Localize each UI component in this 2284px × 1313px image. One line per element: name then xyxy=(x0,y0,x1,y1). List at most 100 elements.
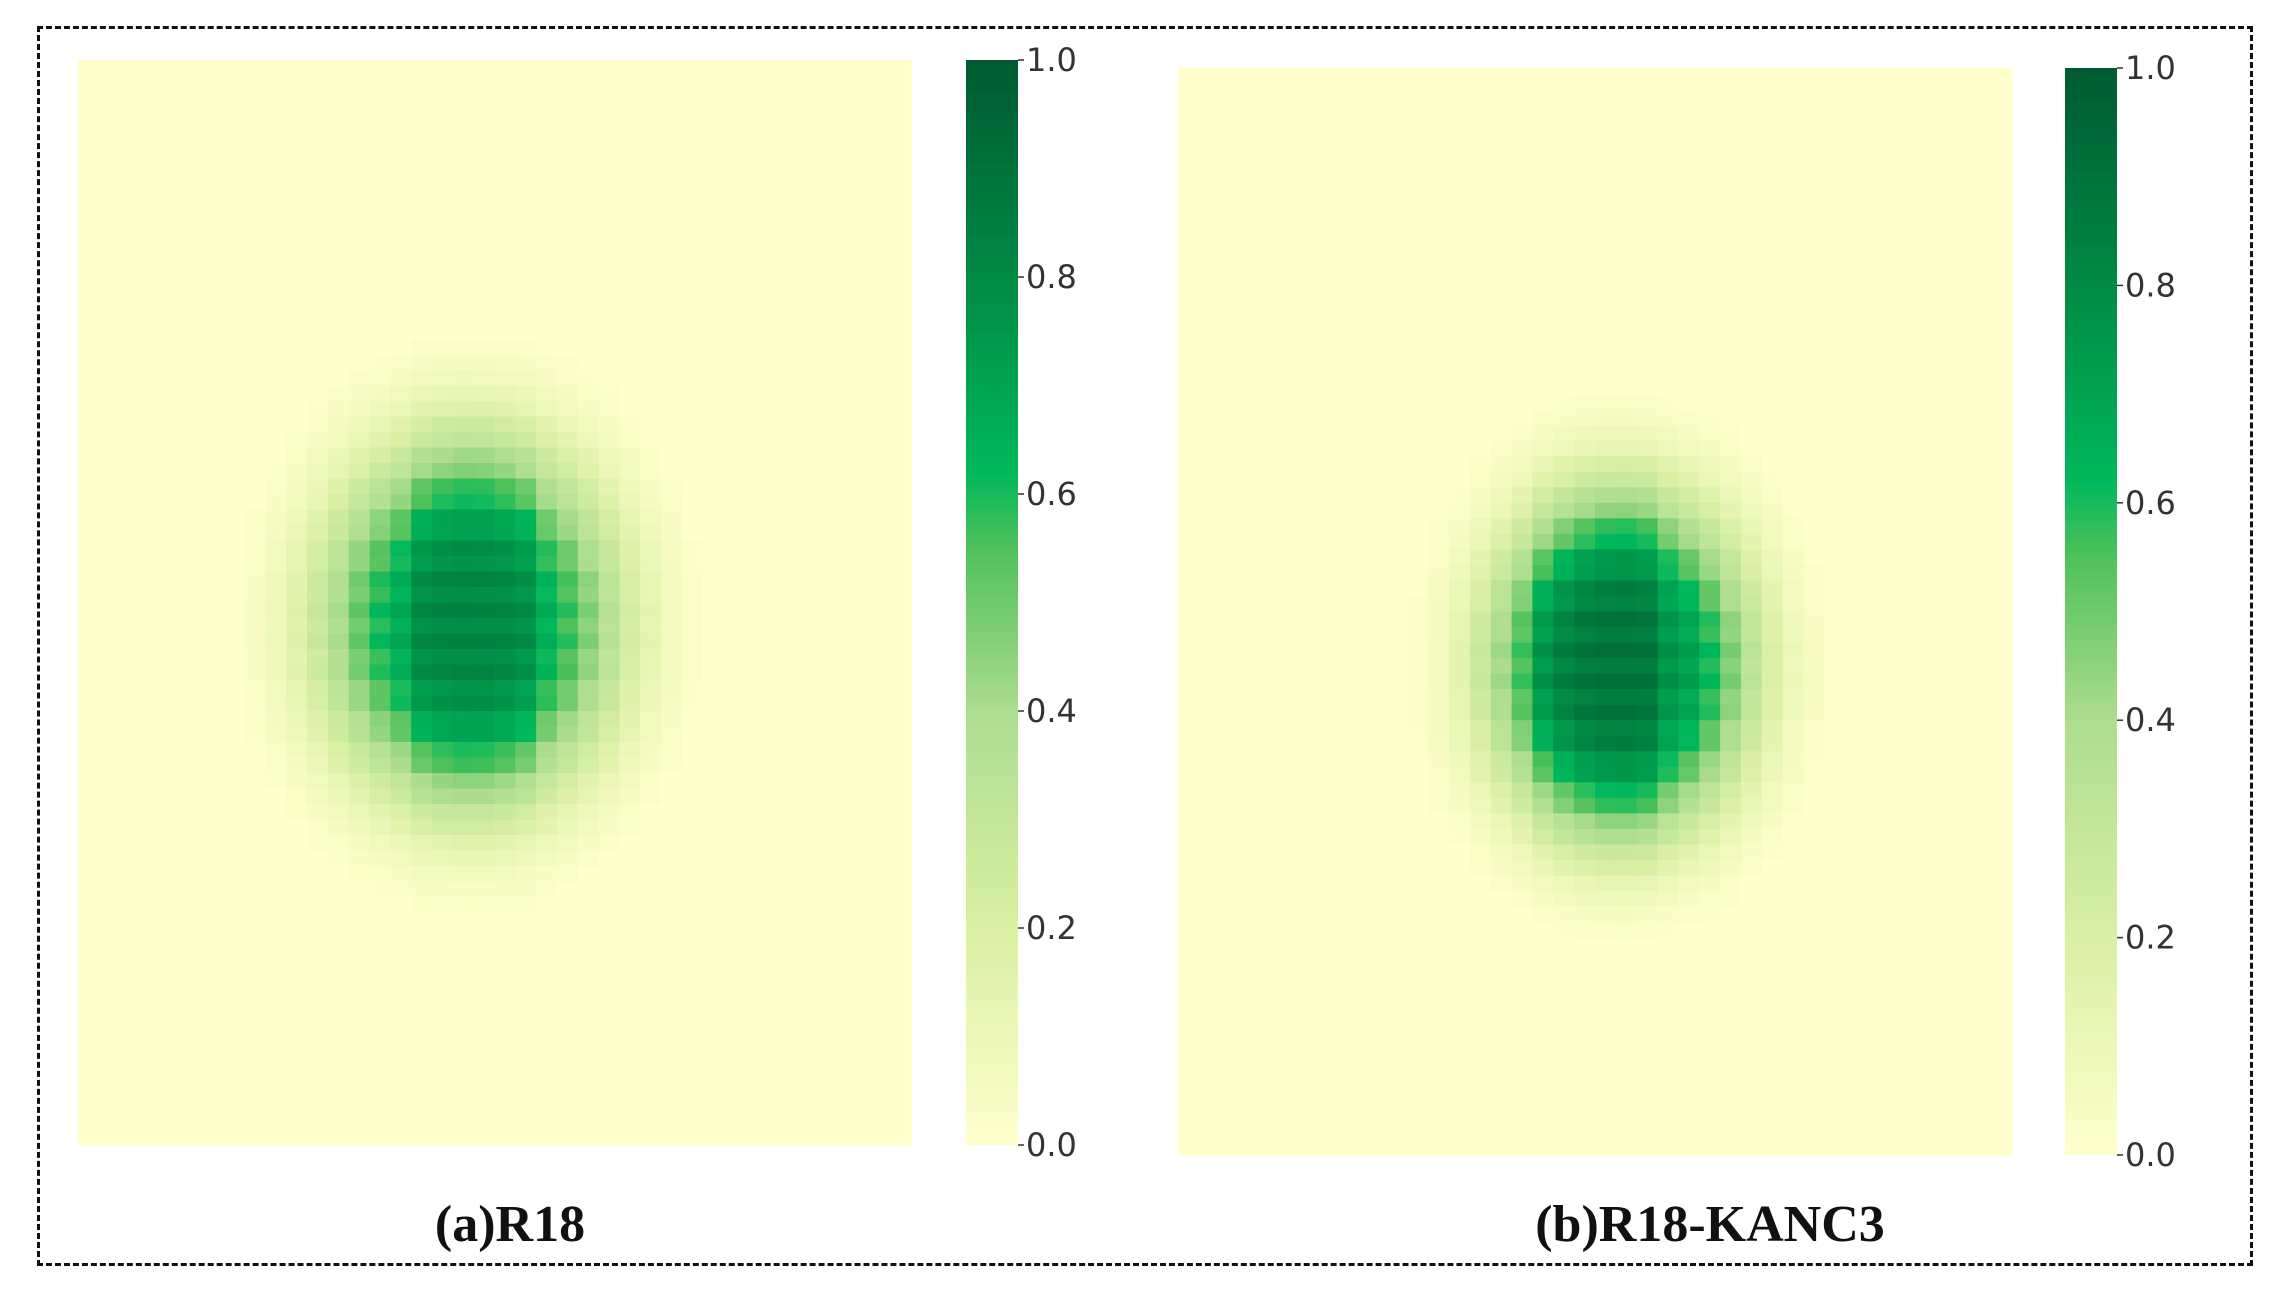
heatmap-cell xyxy=(598,695,621,712)
heatmap-cell xyxy=(890,974,912,991)
heatmap-cell xyxy=(1949,580,1971,597)
heatmap-cell xyxy=(681,556,704,573)
heatmap-cell xyxy=(848,1129,870,1146)
heatmap-cell xyxy=(119,959,142,976)
heatmap-cell xyxy=(577,881,600,898)
heatmap-cell xyxy=(702,354,725,371)
heatmap-cell xyxy=(1490,859,1513,877)
heatmap-cell xyxy=(182,835,204,852)
heatmap-cell xyxy=(411,1098,433,1115)
heatmap-cell xyxy=(182,308,204,325)
heatmap-cell xyxy=(369,587,391,604)
heatmap-cell xyxy=(1449,627,1471,644)
heatmap-cell xyxy=(848,354,870,371)
heatmap-cell xyxy=(556,897,579,914)
heatmap-cell xyxy=(1970,394,1992,411)
heatmap-cell xyxy=(348,1114,371,1131)
heatmap-cell xyxy=(1323,813,1346,830)
heatmap-cell xyxy=(1511,782,1534,799)
heatmap-cell xyxy=(390,416,412,433)
heatmap-cell xyxy=(1949,331,1971,349)
heatmap-cell xyxy=(556,649,579,666)
heatmap-cell xyxy=(577,525,600,542)
heatmap-cell xyxy=(348,168,371,185)
heatmap-cell xyxy=(1323,347,1346,364)
heatmap-cell xyxy=(1490,797,1513,814)
heatmap-cell xyxy=(1428,580,1450,597)
heatmap-cell xyxy=(1511,627,1534,644)
heatmap-cell xyxy=(432,943,454,960)
heatmap-cell xyxy=(1970,518,1992,535)
heatmap-cell xyxy=(1782,161,1805,178)
heatmap-cell xyxy=(1219,99,1242,116)
heatmap-cell xyxy=(1511,161,1534,178)
heatmap-cell xyxy=(827,184,850,201)
heatmap-cell xyxy=(265,1114,287,1131)
heatmap-cell xyxy=(140,525,162,542)
heatmap-cell xyxy=(1678,471,1700,488)
heatmap-cell xyxy=(390,928,412,945)
heatmap-cell xyxy=(869,432,891,449)
heatmap-cell xyxy=(1407,471,1429,488)
heatmap-cell xyxy=(702,680,725,697)
heatmap-cell xyxy=(307,633,329,650)
heatmap-cell xyxy=(1657,269,1679,286)
heatmap-cell xyxy=(1761,99,1784,116)
heatmap-cell xyxy=(369,277,391,294)
heatmap-cell xyxy=(286,370,308,387)
heatmap-cell xyxy=(536,261,558,278)
heatmap-cell xyxy=(1886,766,1909,783)
heatmap-cell xyxy=(786,75,808,92)
heatmap-cell xyxy=(1657,502,1679,519)
heatmap-cell xyxy=(98,1098,121,1115)
heatmap-cell xyxy=(223,401,246,418)
heatmap-cell xyxy=(1615,502,1638,519)
heatmap-cell xyxy=(411,60,433,77)
heatmap-cell xyxy=(1949,487,1971,504)
heatmap-cell xyxy=(286,680,308,697)
heatmap-cell xyxy=(1866,813,1888,830)
heatmap-cell xyxy=(265,943,287,960)
heatmap-cell xyxy=(806,974,829,991)
heatmap-cell xyxy=(556,215,579,232)
heatmap-cell xyxy=(1782,828,1805,846)
heatmap-cell xyxy=(744,1052,766,1069)
heatmap-cell xyxy=(1449,409,1471,426)
heatmap-cell xyxy=(1720,720,1742,737)
heatmap-cell xyxy=(1219,363,1242,380)
heatmap-cell xyxy=(536,153,558,170)
heatmap-cell xyxy=(1949,564,1971,582)
heatmap-cell xyxy=(1699,487,1721,504)
heatmap-cell xyxy=(1574,378,1596,395)
heatmap-cell xyxy=(140,602,162,619)
heatmap-cell xyxy=(473,571,496,588)
heatmap-cell xyxy=(473,1036,496,1053)
heatmap-cell xyxy=(286,246,308,263)
heatmap-cell xyxy=(307,447,329,464)
heatmap-cell xyxy=(765,416,787,433)
heatmap-cell xyxy=(98,215,121,232)
heatmap-cell xyxy=(1178,797,1200,814)
heatmap-cell xyxy=(1803,207,1825,224)
heatmap-cell xyxy=(307,153,329,170)
heatmap-cell xyxy=(1845,766,1867,783)
heatmap-cell xyxy=(619,695,641,712)
heatmap-cell xyxy=(182,91,204,108)
heatmap-cell xyxy=(223,447,246,464)
heatmap-cell xyxy=(161,990,183,1007)
heatmap-cell xyxy=(1178,394,1200,411)
heatmap-cell xyxy=(494,912,516,929)
heatmap-cell xyxy=(432,75,454,92)
heatmap-cell xyxy=(1553,720,1575,737)
heatmap-cell xyxy=(1615,223,1638,240)
heatmap-cell xyxy=(327,184,350,201)
heatmap-cell xyxy=(1657,145,1679,162)
heatmap-cell xyxy=(494,75,516,92)
heatmap-cell xyxy=(806,1129,829,1146)
heatmap-cell xyxy=(1782,844,1805,861)
heatmap-cell xyxy=(1178,130,1200,147)
heatmap-cell xyxy=(869,478,891,495)
heatmap-cell xyxy=(1303,828,1325,846)
heatmap-cell xyxy=(869,835,891,852)
heatmap-cell xyxy=(1511,440,1534,457)
